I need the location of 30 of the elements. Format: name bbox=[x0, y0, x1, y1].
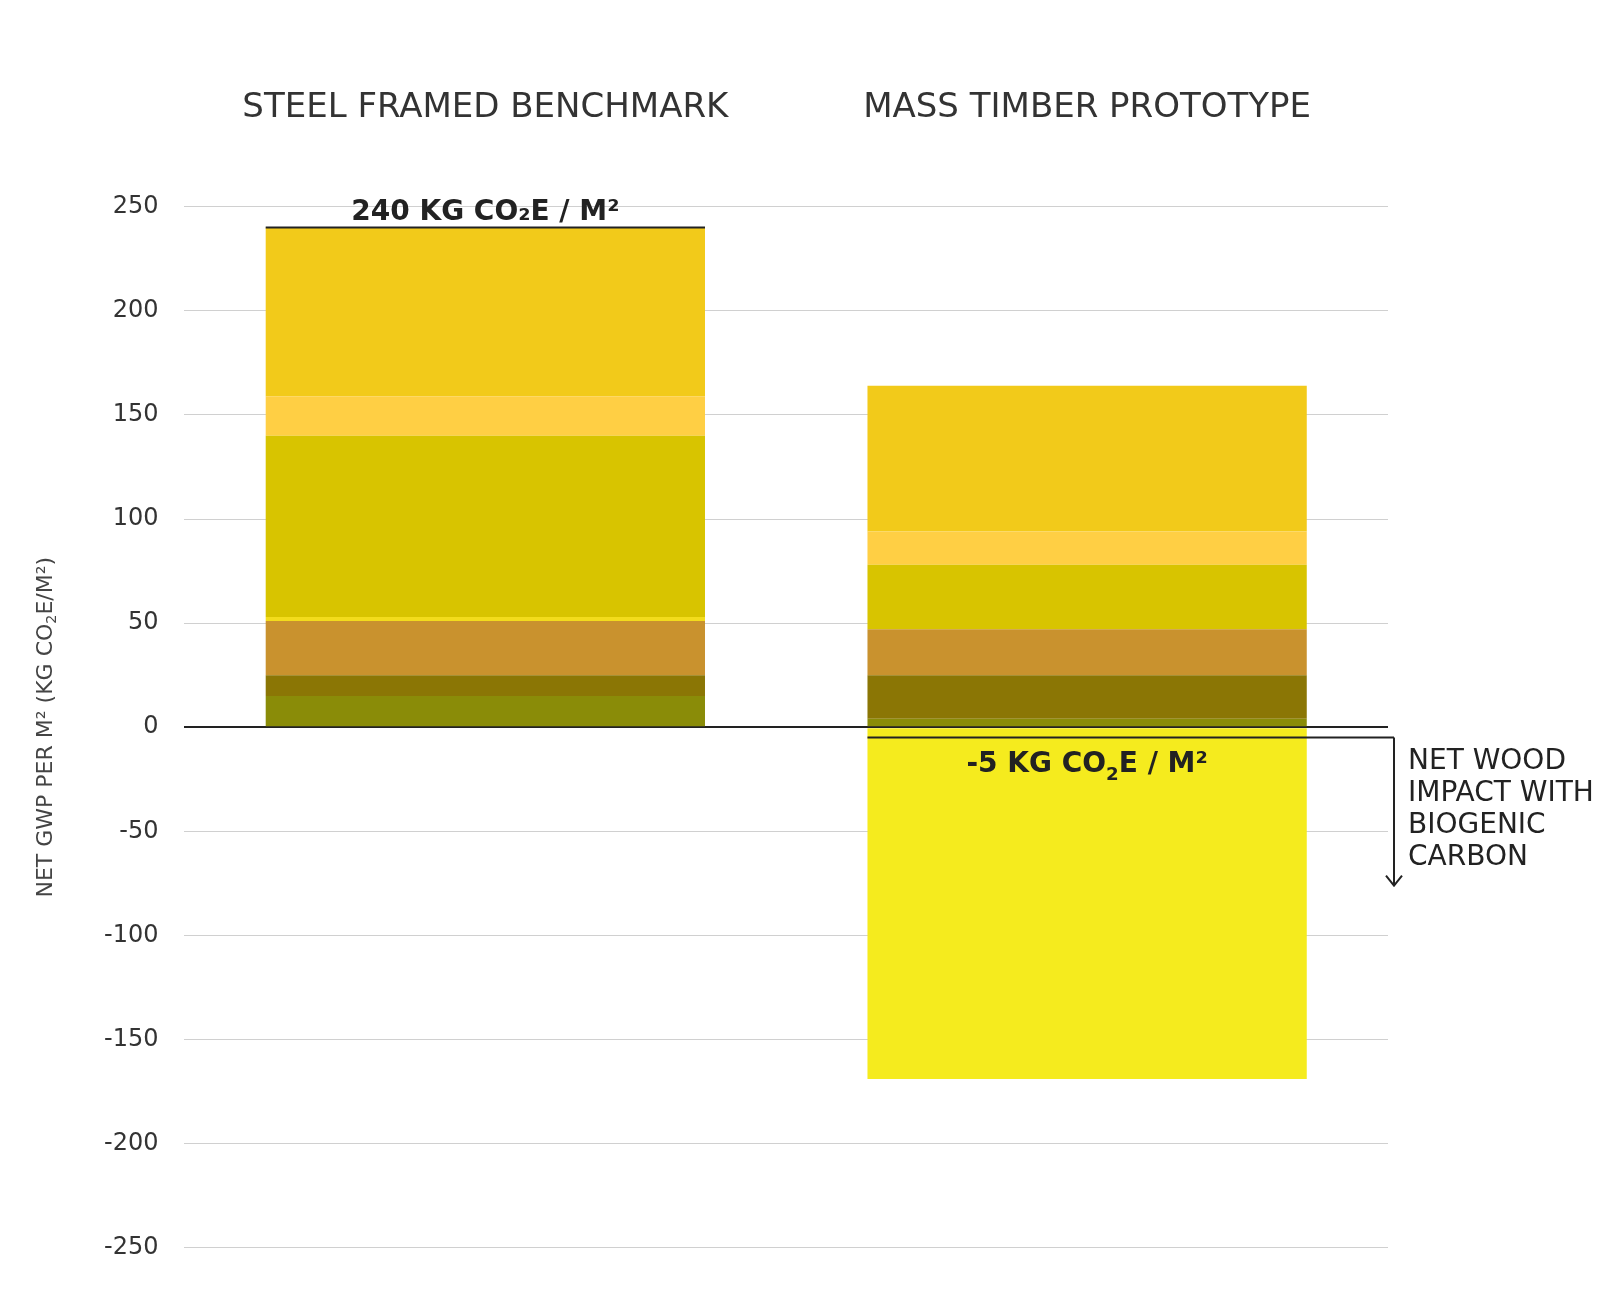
y-axis-title: NET GWP PER M² (KG CO2E/M²) bbox=[31, 556, 60, 898]
bar bbox=[867, 675, 1307, 719]
bar bbox=[867, 385, 1307, 532]
bar bbox=[867, 718, 1307, 727]
bar bbox=[265, 435, 705, 617]
bar bbox=[867, 531, 1307, 565]
y-tick-label: -50 bbox=[119, 815, 159, 844]
x-tick-label: MASS TIMBER PROTOTYPE bbox=[863, 85, 1312, 126]
annotation: 240 KG CO₂E / M² bbox=[351, 193, 620, 227]
bar bbox=[265, 396, 705, 436]
y-tick-label: 50 bbox=[127, 607, 159, 636]
y-tick-label: 100 bbox=[112, 503, 159, 532]
bar bbox=[265, 621, 705, 676]
y-tick-label: 150 bbox=[112, 399, 159, 428]
bar bbox=[265, 675, 705, 696]
x-tick-label: STEEL FRAMED BENCHMARK bbox=[242, 85, 731, 126]
bar bbox=[265, 616, 705, 622]
y-tick-label: 0 bbox=[143, 711, 159, 740]
bar bbox=[867, 728, 1307, 1079]
y-tick-label: -250 bbox=[104, 1231, 159, 1260]
bar bbox=[867, 629, 1307, 676]
y-tick-label: -100 bbox=[104, 919, 159, 948]
y-tick-label: 250 bbox=[112, 191, 159, 220]
y-tick-label: 200 bbox=[112, 295, 159, 324]
y-tick-label: -200 bbox=[104, 1127, 159, 1156]
bar bbox=[265, 695, 705, 727]
y-tick-label: -150 bbox=[104, 1023, 159, 1052]
bar bbox=[867, 564, 1307, 630]
text: NET WOOD IMPACT WITH BIOGENIC CARBON bbox=[1408, 742, 1594, 872]
bar bbox=[265, 227, 705, 397]
